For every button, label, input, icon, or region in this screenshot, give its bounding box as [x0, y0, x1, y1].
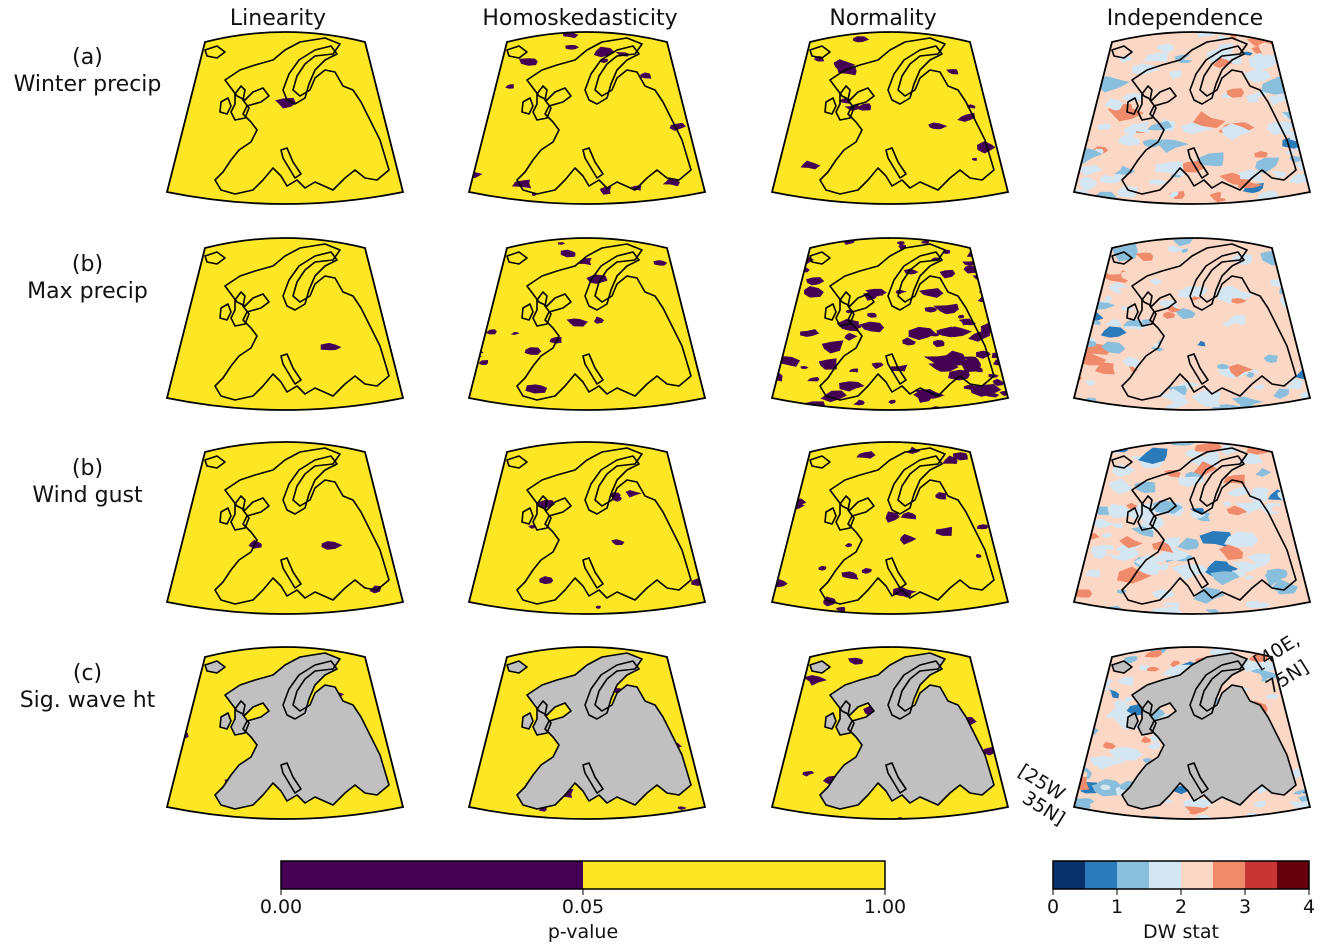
- europe-map: [165, 646, 405, 820]
- map-panel: [1072, 645, 1312, 820]
- row-name: Sig. wave ht: [19, 688, 156, 713]
- europe-map: [1072, 31, 1312, 205]
- map-panel: [467, 440, 707, 615]
- dw-colorbar-segment: [1053, 861, 1086, 889]
- map-panel: [770, 645, 1010, 820]
- colorbar-segment-low: [281, 861, 583, 889]
- europe-map: [467, 441, 707, 615]
- europe-map: [770, 646, 1010, 820]
- dw-colorbar-segment: [1117, 861, 1150, 889]
- colorbar-segment-high: [583, 861, 885, 889]
- pvalue-tick-1: 0.05: [561, 896, 605, 918]
- map-panel: [467, 236, 707, 411]
- dw-tick-3: 3: [1238, 896, 1252, 918]
- pvalue-colorbar: [280, 860, 886, 895]
- pvalue-tick-2: 1.00: [863, 896, 907, 918]
- europe-map: [770, 31, 1010, 205]
- column-title-homoskedasticity: Homoskedasticity: [482, 6, 678, 31]
- row-label-wind-gust: (b) Wind gust: [0, 455, 175, 509]
- row-name: Max precip: [27, 279, 148, 304]
- map-panel: [165, 440, 405, 615]
- column-title-normality: Normality: [829, 6, 937, 31]
- europe-map: [1072, 237, 1312, 411]
- map-panel: [165, 30, 405, 205]
- pvalue-tick-0: 0.00: [259, 896, 303, 918]
- column-title-independence: Independence: [1106, 6, 1264, 31]
- dw-colorbar-segment: [1245, 861, 1278, 889]
- dw-tick-0: 0: [1046, 896, 1060, 918]
- map-panel: [1072, 440, 1312, 615]
- europe-map: [467, 646, 707, 820]
- dw-colorbar: [1052, 860, 1310, 895]
- map-panel: [770, 440, 1010, 615]
- column-title-linearity: Linearity: [229, 6, 327, 31]
- dw-colorbar-segment: [1085, 861, 1118, 889]
- europe-map: [165, 237, 405, 411]
- dw-tick-2: 2: [1174, 896, 1188, 918]
- europe-map: [1072, 646, 1312, 820]
- dw-tick-1: 1: [1110, 896, 1124, 918]
- dw-colorbar-segment: [1181, 861, 1214, 889]
- map-panel: [1072, 236, 1312, 411]
- map-panel: [1072, 30, 1312, 205]
- map-panel: [467, 30, 707, 205]
- row-label-winter-precip: (a) Winter precip: [0, 44, 175, 98]
- pvalue-colorbar-label: p-value: [547, 921, 619, 943]
- row-tag: (b): [71, 252, 104, 277]
- dw-tick-4: 4: [1302, 896, 1316, 918]
- row-label-sig-wave-ht: (c) Sig. wave ht: [0, 660, 175, 714]
- row-tag: (a): [72, 45, 103, 70]
- map-panel: [467, 645, 707, 820]
- europe-map: [165, 31, 405, 205]
- map-panel: [165, 236, 405, 411]
- map-panel: [165, 645, 405, 820]
- europe-map: [165, 441, 405, 615]
- row-tag: (b): [71, 456, 104, 481]
- row-tag: (c): [72, 661, 103, 686]
- dw-colorbar-label: DW stat: [1143, 921, 1219, 943]
- europe-map: [467, 31, 707, 205]
- europe-map: [770, 441, 1010, 615]
- map-panel: [770, 30, 1010, 205]
- dw-colorbar-segment: [1149, 861, 1182, 889]
- row-name: Winter precip: [13, 72, 162, 97]
- dw-colorbar-segment: [1213, 861, 1246, 889]
- dw-colorbar-segment: [1277, 861, 1310, 889]
- europe-map: [770, 237, 1010, 411]
- europe-map: [1072, 441, 1312, 615]
- europe-map: [467, 237, 707, 411]
- map-panel: [770, 236, 1010, 411]
- row-name: Wind gust: [32, 483, 143, 508]
- row-label-max-precip: (b) Max precip: [0, 251, 175, 305]
